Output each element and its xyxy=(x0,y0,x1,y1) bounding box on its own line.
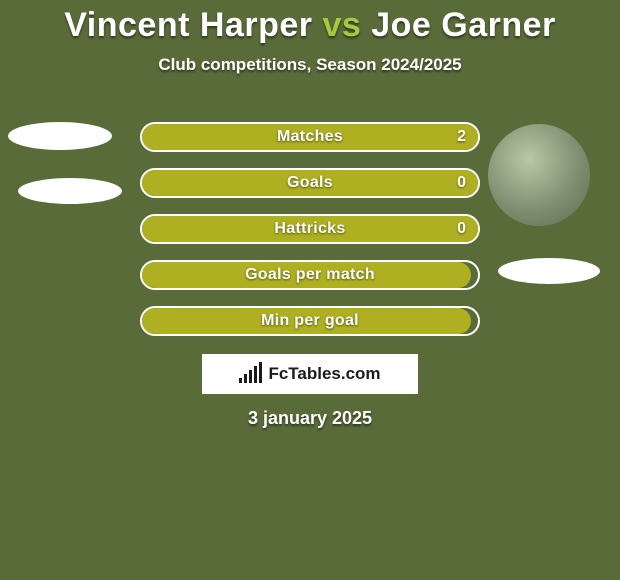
title-vs: vs xyxy=(322,6,361,44)
stat-bar-min-per-goal: Min per goal xyxy=(140,306,480,336)
fctables-badge-text: FcTables.com xyxy=(268,364,380,384)
fctables-badge[interactable]: FcTables.com xyxy=(202,354,418,394)
stat-bar-matches: Matches 2 xyxy=(140,122,480,152)
stats-bars: Matches 2 Goals 0 Hattricks 0 Goals per … xyxy=(140,122,480,352)
stat-bar-label: Matches xyxy=(142,124,478,150)
stat-bar-label: Hattricks xyxy=(142,216,478,242)
fctables-logo-icon xyxy=(239,365,262,383)
stat-bar-value: 0 xyxy=(457,170,466,196)
stat-bar-goals: Goals 0 xyxy=(140,168,480,198)
stat-bar-label: Min per goal xyxy=(142,308,478,334)
stat-bar-hattricks: Hattricks 0 xyxy=(140,214,480,244)
player2-avatar xyxy=(488,124,590,226)
player1-avatar-placeholder xyxy=(8,122,112,150)
player1-ellipse xyxy=(18,178,122,204)
date-text: 3 january 2025 xyxy=(0,408,620,429)
stat-bar-label: Goals xyxy=(142,170,478,196)
player2-ellipse xyxy=(498,258,600,284)
stat-bar-value: 2 xyxy=(457,124,466,150)
title-player2: Joe Garner xyxy=(371,6,556,44)
subtitle: Club competitions, Season 2024/2025 xyxy=(0,55,620,75)
stat-bar-goals-per-match: Goals per match xyxy=(140,260,480,290)
page-title: Vincent Harper vs Joe Garner xyxy=(0,6,620,45)
comparison-card: Vincent Harper vs Joe Garner Club compet… xyxy=(0,0,620,580)
stat-bar-label: Goals per match xyxy=(142,262,478,288)
stat-bar-value: 0 xyxy=(457,216,466,242)
title-player1: Vincent Harper xyxy=(64,6,312,44)
